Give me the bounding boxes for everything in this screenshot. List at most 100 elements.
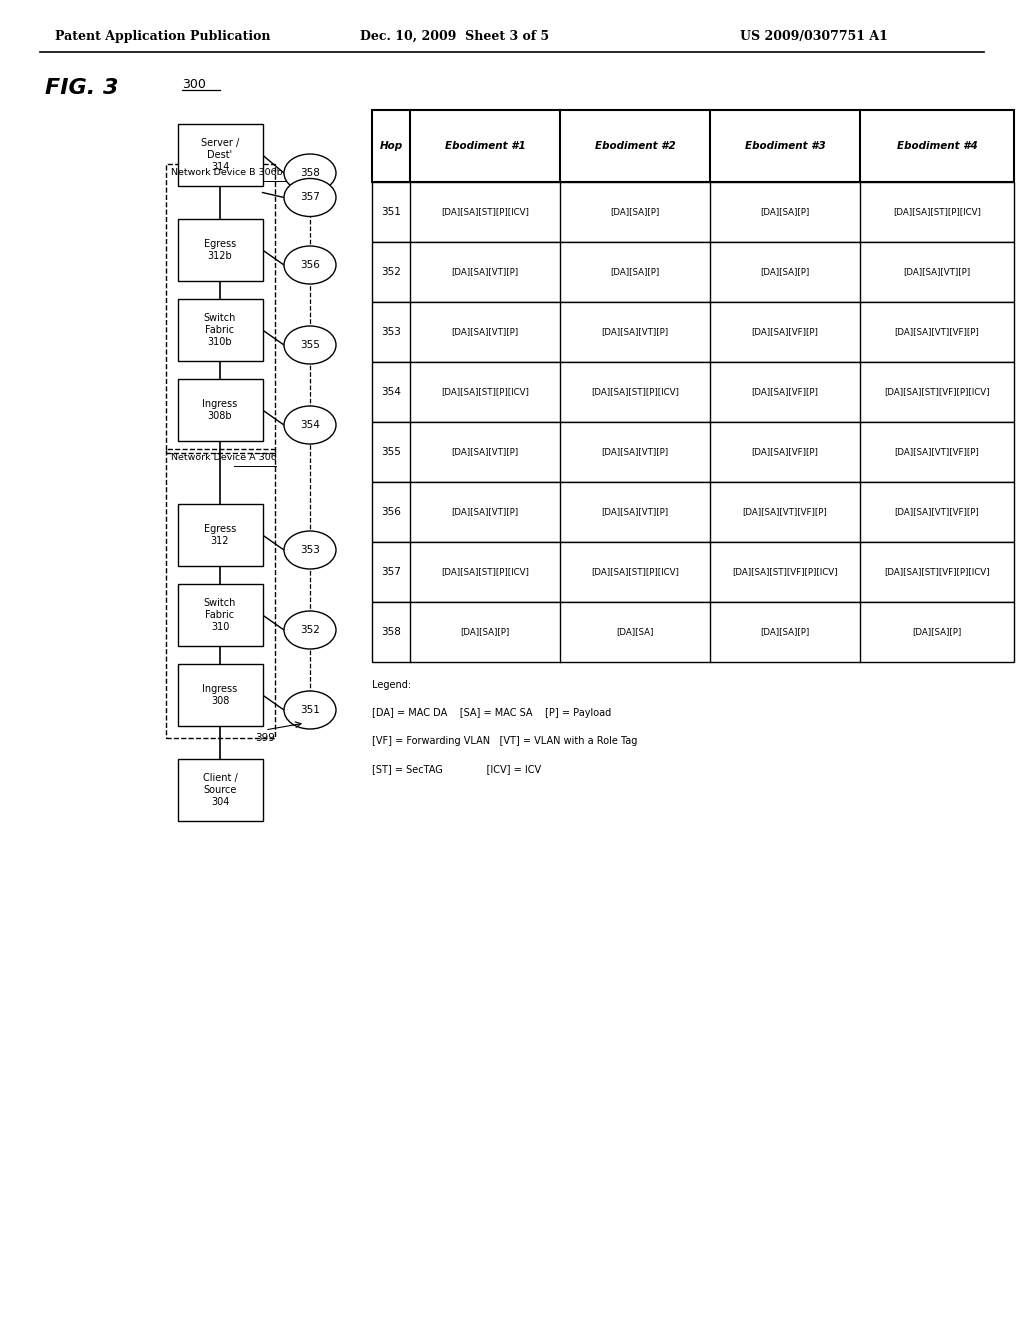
Text: Legend:: Legend: <box>372 680 411 690</box>
FancyBboxPatch shape <box>372 110 1014 182</box>
Ellipse shape <box>284 690 336 729</box>
Text: [DA][SA][ST][P][ICV]: [DA][SA][ST][P][ICV] <box>591 568 679 577</box>
Text: Server /
Dest'
314: Server / Dest' 314 <box>201 139 240 172</box>
FancyBboxPatch shape <box>372 242 1014 302</box>
Text: [DA][SA][VF][P]: [DA][SA][VF][P] <box>752 447 818 457</box>
Text: [DA][SA][VT][VF][P]: [DA][SA][VT][VF][P] <box>895 327 979 337</box>
Text: Ebodiment #3: Ebodiment #3 <box>744 141 825 150</box>
FancyBboxPatch shape <box>177 664 262 726</box>
Text: [DA][SA][VT][VF][P]: [DA][SA][VT][VF][P] <box>742 507 827 516</box>
Text: 300: 300 <box>182 78 206 91</box>
Ellipse shape <box>284 611 336 649</box>
Text: Ebodiment #1: Ebodiment #1 <box>444 141 525 150</box>
Text: [DA][SA][ST][P][ICV]: [DA][SA][ST][P][ICV] <box>591 388 679 396</box>
Text: [DA][SA][P]: [DA][SA][P] <box>912 627 962 636</box>
Text: [ST] = SecTAG              [ICV] = ICV: [ST] = SecTAG [ICV] = ICV <box>372 764 541 774</box>
Text: [DA][SA][VT][P]: [DA][SA][VT][P] <box>903 268 971 276</box>
Text: [DA][SA][P]: [DA][SA][P] <box>761 268 810 276</box>
Ellipse shape <box>284 154 336 191</box>
FancyBboxPatch shape <box>177 300 262 360</box>
Text: [DA][SA][ST][VF][P][ICV]: [DA][SA][ST][VF][P][ICV] <box>732 568 838 577</box>
Text: [DA][SA][VT][P]: [DA][SA][VT][P] <box>452 447 518 457</box>
Text: 353: 353 <box>381 327 401 337</box>
Text: Egress
312: Egress 312 <box>204 524 237 545</box>
FancyBboxPatch shape <box>372 602 1014 663</box>
Text: Network Device A 306: Network Device A 306 <box>171 453 276 462</box>
Text: Dec. 10, 2009  Sheet 3 of 5: Dec. 10, 2009 Sheet 3 of 5 <box>360 30 549 44</box>
Text: [DA][SA][VT][VF][P]: [DA][SA][VT][VF][P] <box>895 507 979 516</box>
Text: 351: 351 <box>300 705 319 715</box>
FancyBboxPatch shape <box>177 219 262 281</box>
Text: [DA][SA][VF][P]: [DA][SA][VF][P] <box>752 388 818 396</box>
Text: 354: 354 <box>300 420 319 430</box>
Bar <box>166 449 274 738</box>
Ellipse shape <box>284 178 336 216</box>
Text: 353: 353 <box>300 545 319 554</box>
Text: [VF] = Forwarding VLAN   [VT] = VLAN with a Role Tag: [VF] = Forwarding VLAN [VT] = VLAN with … <box>372 737 637 746</box>
Text: [DA][SA][VT][P]: [DA][SA][VT][P] <box>452 268 518 276</box>
Text: [DA][SA][ST][VF][P][ICV]: [DA][SA][ST][VF][P][ICV] <box>885 568 990 577</box>
Text: 357: 357 <box>381 568 401 577</box>
FancyBboxPatch shape <box>372 362 1014 422</box>
Ellipse shape <box>284 246 336 284</box>
Text: [DA][SA][P]: [DA][SA][P] <box>610 207 659 216</box>
Text: [DA][SA][VT][VF][P]: [DA][SA][VT][VF][P] <box>895 447 979 457</box>
Text: [DA][SA][ST][P][ICV]: [DA][SA][ST][P][ICV] <box>893 207 981 216</box>
Text: Egress
312b: Egress 312b <box>204 239 237 261</box>
FancyBboxPatch shape <box>177 504 262 566</box>
Text: 352: 352 <box>300 624 319 635</box>
Text: 356: 356 <box>300 260 319 271</box>
FancyBboxPatch shape <box>372 302 1014 362</box>
Ellipse shape <box>284 326 336 364</box>
Text: Client /
Source
304: Client / Source 304 <box>203 774 238 807</box>
Text: [DA][SA][VT][P]: [DA][SA][VT][P] <box>601 327 669 337</box>
Text: Hop: Hop <box>380 141 402 150</box>
Text: [DA][SA][P]: [DA][SA][P] <box>761 627 810 636</box>
Text: [DA][SA][VT][P]: [DA][SA][VT][P] <box>601 507 669 516</box>
Text: 357: 357 <box>300 193 319 202</box>
Text: Ingress
308b: Ingress 308b <box>203 399 238 421</box>
FancyBboxPatch shape <box>177 583 262 645</box>
Text: [DA] = MAC DA    [SA] = MAC SA    [P] = Payload: [DA] = MAC DA [SA] = MAC SA [P] = Payloa… <box>372 708 611 718</box>
Ellipse shape <box>284 531 336 569</box>
Text: [DA][SA]: [DA][SA] <box>616 627 653 636</box>
Text: 355: 355 <box>381 447 401 457</box>
Text: [DA][SA][VF][P]: [DA][SA][VF][P] <box>752 327 818 337</box>
Text: [DA][SA][VT][P]: [DA][SA][VT][P] <box>452 327 518 337</box>
FancyBboxPatch shape <box>372 182 1014 242</box>
Bar <box>166 164 274 453</box>
FancyBboxPatch shape <box>372 422 1014 482</box>
Text: 355: 355 <box>300 341 319 350</box>
Text: Network Device B 306b: Network Device B 306b <box>171 168 283 177</box>
Text: 356: 356 <box>381 507 401 517</box>
Text: Switch
Fabric
310: Switch Fabric 310 <box>204 598 237 631</box>
Text: Ingress
308: Ingress 308 <box>203 684 238 706</box>
Text: FIG. 3: FIG. 3 <box>45 78 119 98</box>
Text: [DA][SA][ST][P][ICV]: [DA][SA][ST][P][ICV] <box>441 388 529 396</box>
Text: Patent Application Publication: Patent Application Publication <box>55 30 270 44</box>
Text: 358: 358 <box>381 627 401 638</box>
Text: 354: 354 <box>381 387 401 397</box>
Text: 352: 352 <box>381 267 401 277</box>
FancyBboxPatch shape <box>372 482 1014 543</box>
Text: US 2009/0307751 A1: US 2009/0307751 A1 <box>740 30 888 44</box>
Text: Ebodiment #2: Ebodiment #2 <box>595 141 676 150</box>
Text: [DA][SA][VT][P]: [DA][SA][VT][P] <box>452 507 518 516</box>
Text: [DA][SA][P]: [DA][SA][P] <box>610 268 659 276</box>
Text: [DA][SA][VT][P]: [DA][SA][VT][P] <box>601 447 669 457</box>
Text: 399: 399 <box>255 733 274 743</box>
FancyBboxPatch shape <box>177 379 262 441</box>
Text: [DA][SA][P]: [DA][SA][P] <box>761 207 810 216</box>
Text: 358: 358 <box>300 168 319 178</box>
Text: [DA][SA][ST][VF][P][ICV]: [DA][SA][ST][VF][P][ICV] <box>885 388 990 396</box>
Text: Switch
Fabric
310b: Switch Fabric 310b <box>204 313 237 347</box>
FancyBboxPatch shape <box>177 124 262 186</box>
Text: [DA][SA][ST][P][ICV]: [DA][SA][ST][P][ICV] <box>441 568 529 577</box>
Text: [DA][SA][P]: [DA][SA][P] <box>461 627 510 636</box>
Text: [DA][SA][ST][P][ICV]: [DA][SA][ST][P][ICV] <box>441 207 529 216</box>
Ellipse shape <box>284 407 336 444</box>
Text: Ebodiment #4: Ebodiment #4 <box>897 141 977 150</box>
FancyBboxPatch shape <box>177 759 262 821</box>
FancyBboxPatch shape <box>372 543 1014 602</box>
Text: 351: 351 <box>381 207 401 216</box>
